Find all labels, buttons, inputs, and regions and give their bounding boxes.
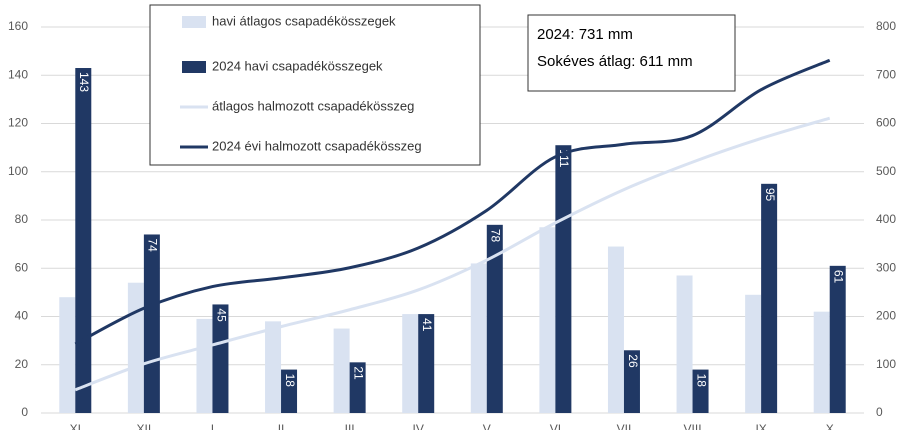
legend-label: 2024 évi halmozott csapadékösszeg bbox=[212, 138, 422, 153]
y2-tick-label: 500 bbox=[876, 164, 896, 178]
x-tick-label: III bbox=[345, 422, 355, 430]
x-tick-label: VII bbox=[617, 422, 632, 430]
x-tick-label: I bbox=[211, 422, 214, 430]
bar bbox=[623, 350, 640, 413]
line bbox=[74, 58, 831, 346]
y2-tick-label: 0 bbox=[876, 405, 883, 419]
bar bbox=[127, 282, 144, 413]
annotation-box bbox=[527, 14, 736, 92]
bar bbox=[143, 234, 160, 413]
data-label: 61 bbox=[832, 270, 846, 284]
bar bbox=[813, 311, 830, 413]
bar bbox=[555, 145, 572, 413]
data-label: 41 bbox=[420, 318, 434, 332]
bar bbox=[349, 362, 366, 413]
y-tick-label: 60 bbox=[15, 260, 29, 274]
data-label: 78 bbox=[489, 229, 503, 243]
data-label: 18 bbox=[694, 374, 708, 388]
legend-box bbox=[149, 4, 481, 166]
x-tick-label: II bbox=[278, 422, 285, 430]
bar bbox=[75, 68, 92, 413]
x-tick-label: XII bbox=[137, 422, 152, 430]
bar bbox=[692, 369, 709, 413]
y-tick-label: 20 bbox=[15, 357, 29, 371]
bar bbox=[607, 246, 624, 413]
legend-swatch bbox=[182, 16, 206, 28]
x-tick-label: X bbox=[826, 422, 834, 430]
data-label: 18 bbox=[283, 374, 297, 388]
y2-tick-label: 600 bbox=[876, 116, 896, 130]
bar bbox=[418, 314, 435, 413]
bar bbox=[486, 224, 503, 413]
data-label: 21 bbox=[351, 366, 365, 380]
y2-tick-label: 300 bbox=[876, 260, 896, 274]
bar bbox=[402, 314, 419, 413]
bar bbox=[59, 297, 76, 413]
legend-label: 2024 havi csapadékösszegek bbox=[212, 58, 383, 73]
bar bbox=[470, 263, 487, 413]
bar bbox=[196, 318, 213, 413]
legend-swatch bbox=[182, 61, 206, 73]
data-label: 45 bbox=[214, 308, 228, 322]
data-label: 143 bbox=[77, 72, 91, 92]
y-tick-label: 120 bbox=[8, 116, 28, 130]
y-tick-label: 40 bbox=[15, 309, 29, 323]
line bbox=[74, 116, 831, 392]
x-tick-label: VI bbox=[550, 422, 561, 430]
data-label: 95 bbox=[763, 188, 777, 202]
bar bbox=[539, 227, 556, 413]
bar bbox=[761, 183, 778, 413]
y-tick-label: 100 bbox=[8, 164, 28, 178]
y2-tick-label: 200 bbox=[876, 309, 896, 323]
y2-tick-label: 700 bbox=[876, 67, 896, 81]
x-tick-label: XI bbox=[70, 422, 81, 430]
data-label: 74 bbox=[146, 238, 160, 252]
y2-tick-label: 100 bbox=[876, 357, 896, 371]
y-tick-label: 160 bbox=[8, 19, 28, 33]
x-tick-label: IX bbox=[755, 422, 766, 430]
y-tick-label: 0 bbox=[21, 405, 28, 419]
x-tick-label: VIII bbox=[684, 422, 702, 430]
bar bbox=[333, 328, 350, 413]
y-tick-label: 80 bbox=[15, 212, 29, 226]
data-label: 26 bbox=[626, 354, 640, 368]
legend-label: átlagos halmozott csapadékösszeg bbox=[212, 98, 414, 113]
annotation: 2024: 731 mm bbox=[537, 26, 633, 43]
y-tick-label: 140 bbox=[8, 67, 28, 81]
x-tick-label: V bbox=[483, 422, 491, 430]
x-tick-label: IV bbox=[413, 422, 424, 430]
legend-label: havi átlagos csapadékösszegek bbox=[212, 13, 396, 28]
bar bbox=[281, 369, 298, 413]
bar bbox=[676, 275, 693, 413]
bar bbox=[212, 304, 229, 413]
bar bbox=[829, 265, 846, 413]
annotation: Sokéves átlag: 611 mm bbox=[537, 53, 693, 70]
bar bbox=[745, 294, 762, 413]
bar bbox=[265, 321, 282, 413]
y2-tick-label: 800 bbox=[876, 19, 896, 33]
y2-tick-label: 400 bbox=[876, 212, 896, 226]
